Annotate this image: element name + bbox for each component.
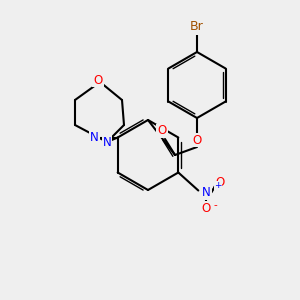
Text: N: N: [202, 186, 211, 199]
Text: N: N: [90, 131, 99, 144]
Text: O: O: [216, 176, 225, 189]
Text: O: O: [158, 124, 166, 137]
Text: O: O: [93, 74, 103, 86]
Text: +: +: [214, 181, 222, 190]
Text: Br: Br: [190, 20, 204, 34]
Text: -: -: [213, 200, 217, 211]
Text: O: O: [192, 134, 202, 146]
Text: N: N: [103, 136, 111, 148]
Text: O: O: [202, 202, 211, 215]
